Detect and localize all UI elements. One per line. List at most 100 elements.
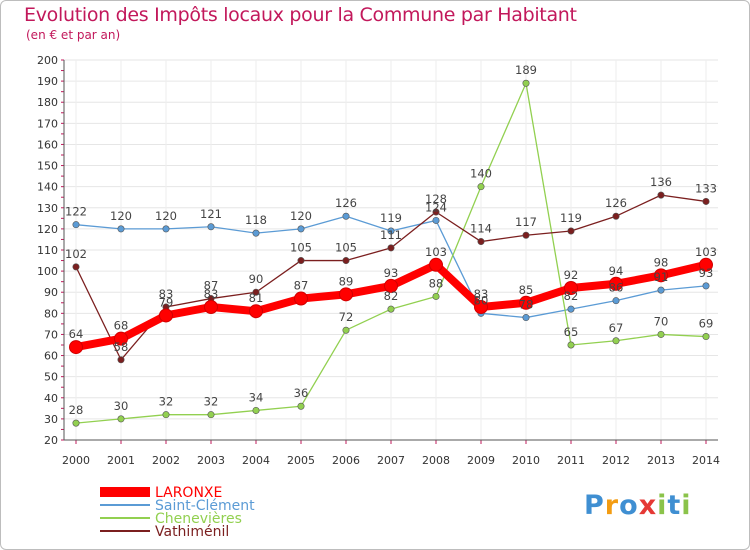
- data-label: 83: [159, 287, 174, 301]
- data-point: [567, 227, 575, 235]
- data-point: [117, 225, 125, 233]
- data-point: [159, 308, 173, 323]
- x-tick-label: 2012: [602, 454, 630, 467]
- x-tick-label: 2009: [467, 454, 495, 467]
- data-label: 30: [114, 399, 129, 413]
- y-tick-label: 200: [37, 54, 58, 67]
- data-label: 124: [425, 200, 447, 214]
- x-tick-label: 2011: [557, 454, 585, 467]
- data-point: [702, 282, 710, 290]
- logo-letter: x: [638, 490, 658, 521]
- data-label: 118: [245, 213, 267, 227]
- data-label: 32: [159, 395, 174, 409]
- data-label: 140: [470, 167, 492, 181]
- data-point: [522, 79, 530, 87]
- data-label: 119: [380, 211, 402, 225]
- y-tick-label: 140: [37, 181, 58, 194]
- data-label: 93: [384, 266, 399, 280]
- y-tick-label: 50: [44, 371, 58, 384]
- data-point: [567, 305, 575, 313]
- data-label: 92: [564, 268, 579, 282]
- data-point: [342, 212, 350, 220]
- y-tick-label: 120: [37, 223, 58, 236]
- y-tick-label: 90: [44, 286, 58, 299]
- x-tick-label: 2008: [422, 454, 450, 467]
- data-point: [657, 330, 665, 338]
- data-label: 69: [699, 317, 714, 331]
- legend: LARONXESaint-ClémentChenevièresVathiméni…: [100, 485, 255, 540]
- y-tick-label: 190: [37, 75, 58, 88]
- x-tick-label: 2010: [512, 454, 540, 467]
- data-point: [612, 297, 620, 305]
- y-tick-label: 20: [44, 434, 58, 447]
- legend-label: Vathiménil: [155, 524, 229, 540]
- y-tick-label: 170: [37, 117, 58, 130]
- data-label: 120: [155, 209, 177, 223]
- data-label: 189: [515, 63, 537, 77]
- data-label: 28: [69, 403, 84, 417]
- logo-letter: i: [657, 490, 668, 521]
- data-label: 36: [294, 386, 309, 400]
- data-label: 120: [290, 209, 312, 223]
- chart-title: Evolution des Impôts locaux pour la Comm…: [24, 4, 577, 26]
- data-point: [252, 406, 260, 414]
- data-point: [432, 208, 440, 216]
- data-point: [519, 295, 533, 310]
- data-label: 133: [695, 181, 717, 195]
- data-point: [72, 419, 80, 427]
- data-label: 121: [200, 207, 222, 221]
- data-point: [612, 337, 620, 345]
- data-point: [297, 402, 305, 410]
- data-label: 70: [654, 314, 669, 328]
- x-tick-label: 2013: [647, 454, 675, 467]
- y-tick-label: 100: [37, 265, 58, 278]
- x-tick-label: 2000: [62, 454, 90, 467]
- data-label: 91: [654, 270, 669, 284]
- data-label: 93: [699, 266, 714, 280]
- data-label: 81: [249, 291, 264, 305]
- data-label: 86: [609, 281, 624, 295]
- data-point: [387, 244, 395, 252]
- logo-letter: t: [667, 490, 682, 521]
- data-label: 136: [650, 175, 672, 189]
- data-label: 78: [519, 298, 534, 312]
- data-point: [342, 257, 350, 265]
- data-point: [522, 231, 530, 239]
- data-point: [432, 292, 440, 300]
- data-label: 126: [605, 196, 627, 210]
- data-point: [72, 263, 80, 271]
- data-label: 119: [560, 211, 582, 225]
- data-label: 85: [519, 283, 534, 297]
- legend-label: Saint-Clément: [155, 498, 255, 514]
- y-tick-label: 30: [44, 413, 58, 426]
- data-point: [477, 183, 485, 191]
- data-label: 98: [654, 255, 669, 269]
- data-point: [252, 229, 260, 237]
- logo-letter: P: [584, 490, 605, 521]
- data-label: 87: [294, 279, 309, 293]
- data-point: [117, 356, 125, 364]
- data-label: 64: [69, 327, 84, 341]
- data-point: [657, 286, 665, 294]
- data-label: 94: [609, 264, 624, 278]
- data-label: 103: [425, 245, 447, 259]
- data-label: 126: [335, 196, 357, 210]
- data-label: 87: [204, 279, 219, 293]
- y-tick-label: 160: [37, 138, 58, 151]
- data-label: 103: [695, 245, 717, 259]
- data-label: 122: [65, 205, 87, 219]
- y-tick-label: 60: [44, 350, 58, 363]
- data-point: [204, 300, 218, 314]
- x-tick-label: 2001: [107, 454, 135, 467]
- data-label: 34: [249, 390, 264, 404]
- data-point: [249, 304, 263, 319]
- data-label: 82: [384, 289, 399, 303]
- data-point: [522, 314, 530, 322]
- data-label: 117: [515, 215, 537, 229]
- data-point: [654, 268, 668, 283]
- logo-letter: i: [681, 490, 692, 521]
- data-label: 83: [474, 287, 489, 301]
- data-point: [429, 257, 443, 272]
